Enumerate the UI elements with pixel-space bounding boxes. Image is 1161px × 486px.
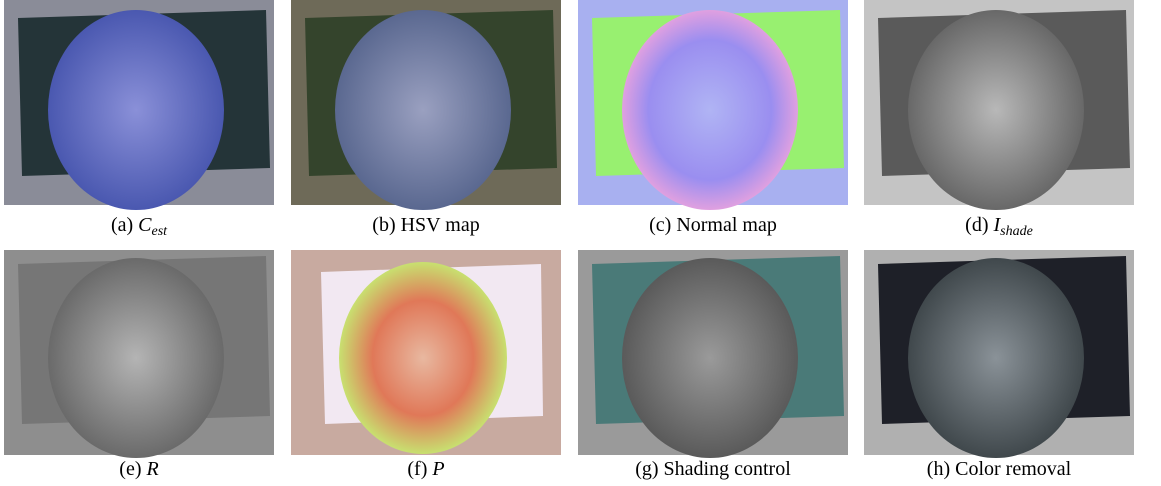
caption: (g) Shading control (635, 458, 791, 480)
caption-text: Shading control (664, 458, 792, 480)
caption-label: (c) (649, 214, 671, 236)
caption-symbol: P (431, 458, 444, 480)
caption: (c) Normal map (649, 214, 777, 236)
image-b (291, 0, 561, 210)
image-c (578, 0, 848, 210)
caption-subscript: est (151, 224, 168, 239)
image-e (4, 250, 274, 458)
caption-subscript: shade (1000, 224, 1033, 239)
figure: (a) Cest (b) HSV map (c) Normal map (d) Ish… (0, 0, 1161, 486)
caption: (e) R (119, 458, 158, 480)
caption-label: (h) (927, 458, 950, 480)
caption: (d) Ishade (965, 214, 1033, 239)
caption-text: Color removal (955, 458, 1072, 480)
caption-label: (g) (635, 458, 658, 480)
caption: (h) Color removal (927, 458, 1072, 480)
caption-text: Normal map (676, 214, 777, 236)
image-g (578, 250, 848, 458)
image-h (864, 250, 1134, 458)
caption-label: (f) (407, 458, 427, 480)
caption-symbol: R (145, 458, 158, 480)
image-d (864, 0, 1134, 210)
image-a (4, 0, 274, 210)
caption-label: (b) (372, 214, 395, 236)
caption: (f) P (407, 458, 444, 480)
caption-symbol: C (138, 214, 152, 236)
caption-text: HSV map (401, 214, 480, 236)
caption-label: (d) (965, 214, 988, 236)
caption-label: (e) (119, 458, 141, 480)
caption: (a) Cest (111, 214, 168, 239)
caption: (b) HSV map (372, 214, 479, 236)
image-f (291, 250, 561, 455)
caption-label: (a) (111, 214, 133, 236)
